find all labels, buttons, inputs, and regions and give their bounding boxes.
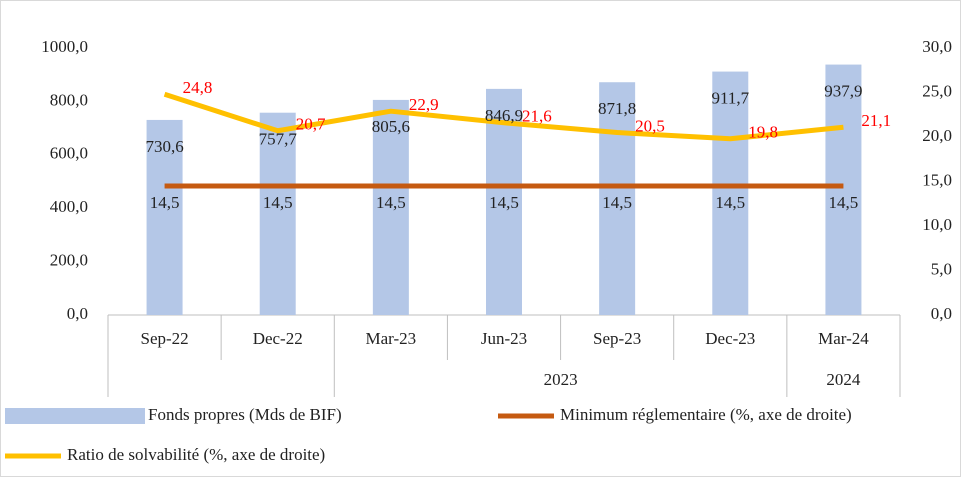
data-label: 21,6 [522, 107, 552, 126]
data-label: 14,5 [376, 193, 406, 212]
y2-tick-label: 10,0 [922, 215, 952, 234]
data-label: 846,9 [485, 106, 523, 125]
x-tick-label: Dec-23 [705, 329, 755, 348]
bar [259, 112, 296, 316]
bar [372, 99, 409, 315]
y2-tick-label: 5,0 [931, 259, 952, 278]
x-tick-label: Mar-23 [366, 329, 417, 348]
legend-label: Minimum réglementaire (%, axe de droite) [560, 405, 852, 424]
bar [712, 71, 749, 315]
x-group-label: 2023 [544, 370, 578, 389]
data-label: 730,6 [145, 137, 183, 156]
y2-tick-label: 15,0 [922, 170, 952, 189]
data-label: 937,9 [824, 81, 862, 100]
x-group-label: 2024 [826, 370, 861, 389]
y-tick-label: 800,0 [50, 90, 88, 109]
data-label: 14,5 [715, 193, 745, 212]
y2-tick-label: 30,0 [922, 37, 952, 56]
data-label: 911,7 [711, 88, 749, 107]
bar [599, 82, 636, 315]
data-label: 24,8 [183, 78, 213, 97]
data-label: 805,6 [372, 117, 410, 136]
data-label: 14,5 [829, 193, 859, 212]
data-label: 757,7 [259, 130, 298, 149]
y-tick-label: 400,0 [50, 197, 88, 216]
x-tick-label: Dec-22 [253, 329, 303, 348]
y2-tick-label: 20,0 [922, 126, 952, 145]
data-label: 21,1 [861, 111, 891, 130]
bar [146, 119, 183, 315]
x-tick-label: Mar-24 [818, 329, 869, 348]
y-tick-label: 200,0 [50, 251, 88, 270]
legend-label: Ratio de solvabilité (%, axe de droite) [67, 445, 325, 464]
y-tick-label: 1000,0 [41, 37, 88, 56]
x-tick-label: Sep-22 [140, 329, 188, 348]
bar [486, 88, 522, 315]
y-tick-label: 0,0 [67, 304, 88, 323]
data-label: 14,5 [489, 193, 519, 212]
legend-swatch [5, 408, 145, 424]
data-label: 20,7 [296, 115, 326, 134]
data-label: 14,5 [150, 193, 180, 212]
x-tick-label: Jun-23 [481, 329, 527, 348]
bar [825, 64, 862, 315]
data-label: 14,5 [602, 193, 632, 212]
data-label: 19,8 [748, 123, 778, 142]
legend: Fonds propres (Mds de BIF) Minimum réglem… [5, 405, 852, 464]
x-tick-label: Sep-23 [593, 329, 641, 348]
line [163, 91, 844, 142]
data-label: 20,5 [635, 116, 665, 135]
y2-tick-label: 0,0 [931, 304, 952, 323]
data-label: 871,8 [598, 99, 636, 118]
legend-label: Fonds propres (Mds de BIF) [148, 405, 342, 424]
y-tick-label: 600,0 [50, 144, 88, 163]
y2-tick-label: 25,0 [922, 81, 952, 100]
data-label: 14,5 [263, 193, 293, 212]
data-label: 22,9 [409, 95, 439, 114]
